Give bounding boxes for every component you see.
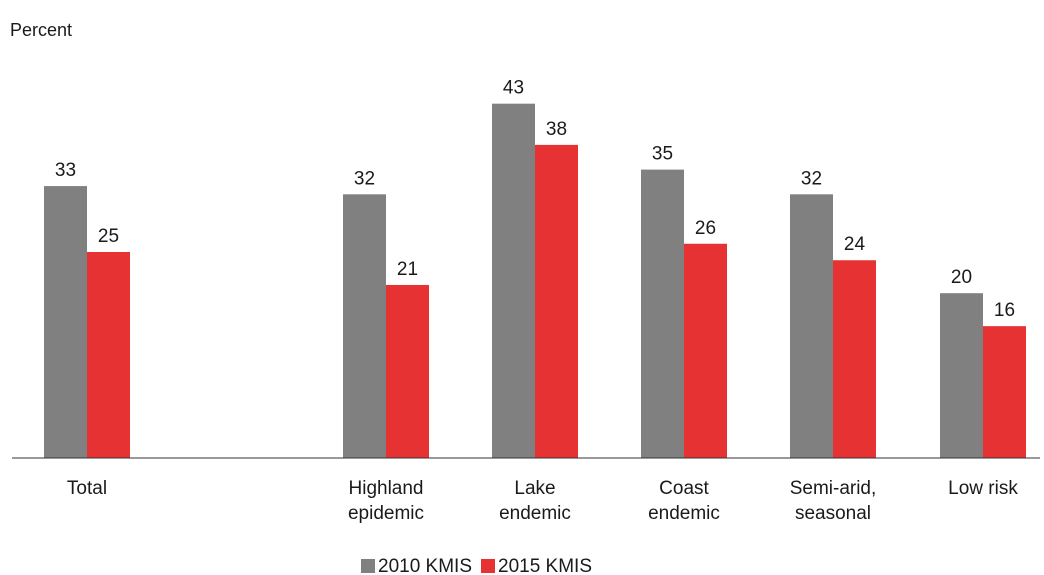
category-label: endemic — [499, 503, 571, 524]
bar-series1-1 — [343, 194, 386, 458]
category-label: epidemic — [348, 503, 424, 524]
value-label: 26 — [695, 218, 716, 239]
category-label: Lake — [514, 478, 555, 499]
bar-series2-5 — [983, 326, 1026, 458]
category-label: Coast — [659, 478, 709, 499]
value-label: 43 — [503, 78, 524, 99]
bar-series2-4 — [833, 260, 876, 458]
bar-series1-5 — [940, 293, 983, 458]
category-label: endemic — [648, 503, 720, 524]
legend-label-2: 2015 KMIS — [498, 556, 592, 575]
value-labels-layer: 33 25 32 21 43 38 35 26 32 24 20 16 — [55, 78, 1015, 321]
bar-series2-0 — [87, 252, 130, 458]
bar-series1-4 — [790, 194, 833, 458]
value-label: 24 — [844, 234, 866, 255]
value-label: 25 — [98, 226, 119, 247]
value-label: 32 — [801, 168, 822, 189]
value-label: 21 — [397, 259, 418, 280]
bar-series1-2 — [492, 103, 535, 459]
y-axis-label: Percent — [10, 20, 72, 40]
category-label: Total — [67, 478, 107, 499]
bar-series2-2 — [535, 144, 578, 458]
bars-layer — [44, 103, 1026, 459]
legend-swatch-1 — [361, 559, 375, 573]
bar-series1-3 — [641, 169, 684, 458]
value-label: 32 — [354, 168, 375, 189]
bar-series2-3 — [684, 243, 727, 458]
value-label: 20 — [951, 267, 972, 288]
legend: 2010 KMIS 2015 KMIS — [361, 556, 592, 575]
category-label: seasonal — [795, 503, 871, 524]
category-label: Semi-arid, — [790, 478, 877, 499]
category-label: Highland — [349, 478, 424, 499]
value-label: 33 — [55, 160, 76, 181]
bar-series2-1 — [386, 284, 429, 458]
bar-series1-0 — [44, 186, 87, 458]
legend-swatch-2 — [481, 559, 495, 573]
value-label: 35 — [652, 144, 673, 165]
value-label: 38 — [546, 119, 567, 140]
value-label: 16 — [994, 300, 1015, 321]
category-label: Low risk — [948, 478, 1018, 499]
category-labels-layer: Total Highland epidemic Lake endemic Coast end… — [67, 478, 1018, 524]
legend-label-1: 2010 KMIS — [378, 556, 472, 575]
